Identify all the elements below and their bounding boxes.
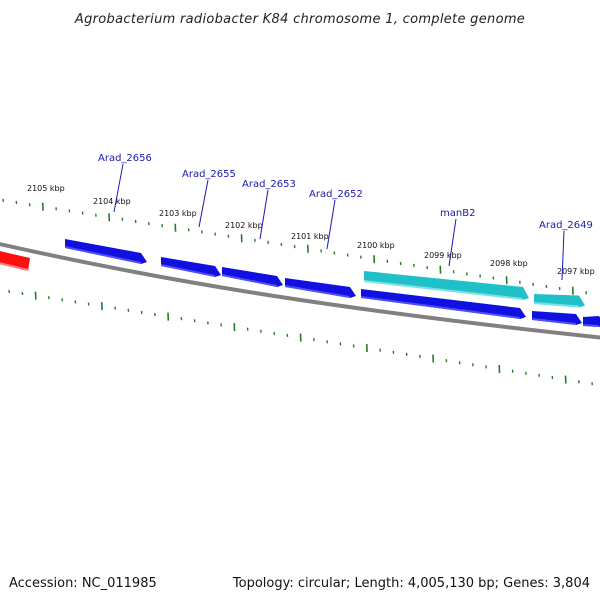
gene-arrow-shade — [161, 264, 215, 277]
scale-labels: 2105 kbp 2104 kbp 2103 kbp 2102 kbp 2101 kbp… — [27, 184, 595, 276]
gene-labels: Arad_2656 Arad_2655 Arad_2653 Arad_2652 manB… — [98, 153, 593, 281]
scale-label: 2105 kbp — [27, 184, 65, 193]
gene-label: Arad_2653 — [242, 179, 296, 190]
label-leader-line — [113, 163, 124, 213]
gene-label: Arad_2655 — [182, 169, 236, 180]
gene-arrow: Arad_2648 — [583, 316, 600, 327]
gene-arrow: Arad_2655 — [161, 257, 221, 277]
gene-arrow: manB2 — [364, 271, 529, 300]
chromosome-backbone — [0, 242, 600, 340]
label-leader-line — [561, 230, 565, 281]
gene-arrow-shade — [222, 274, 277, 287]
gene-arrow-shade — [0, 262, 28, 271]
label-leader-line — [448, 218, 457, 267]
label-leader-line — [326, 199, 336, 250]
gene-arrow-shade — [285, 285, 350, 298]
gene-label: manB2 — [440, 208, 475, 219]
gene-arrow: Arad_2650 — [532, 311, 582, 325]
scale-label: 2098 kbp — [490, 259, 528, 268]
map-title: Agrobacterium radiobacter K84 chromosome… — [74, 12, 525, 27]
genome-summary-text: Topology: circular; Length: 4,005,130 bp… — [232, 576, 590, 591]
scale-label: 2103 kbp — [159, 209, 197, 218]
gene-arrow-shade — [364, 280, 523, 300]
gene-label: Arad_2656 — [98, 153, 152, 164]
scale-label: 2099 kbp — [424, 251, 462, 260]
gene-arrow-shade — [532, 318, 576, 325]
scale-label: 2102 kbp — [225, 221, 263, 230]
gene-arrow: Arad_2656 — [65, 239, 147, 264]
scale-label: 2100 kbp — [357, 241, 395, 250]
label-leader-line — [259, 189, 269, 240]
gene-arrow-shade — [361, 296, 520, 319]
gene-arrow-shade — [65, 246, 141, 264]
scale-label: 2104 kbp — [93, 197, 131, 206]
scale-label: 2101 kbp — [291, 232, 329, 241]
accession-text: Accession: NC_011985 — [9, 576, 157, 591]
gene-arrow: Arad_2654 — [222, 267, 283, 287]
outer-tick-ring — [2, 198, 587, 295]
gene-arrow: Arad_2653 — [285, 278, 356, 298]
inner-tick-ring — [8, 289, 593, 386]
gene-arrow-red: Arad_2657 — [0, 251, 30, 271]
scale-label: 2097 kbp — [557, 267, 595, 276]
gene-arrow-shade — [534, 302, 579, 308]
label-leader-line — [198, 179, 209, 228]
gene-arrow: Arad_2652 — [361, 289, 526, 319]
gene-features: Arad_2656Arad_2655Arad_2654Arad_2653Arad… — [0, 239, 600, 327]
gene-arrow-shade — [583, 324, 599, 327]
gene-label: Arad_2652 — [309, 189, 363, 200]
gene-label: Arad_2649 — [539, 220, 593, 231]
